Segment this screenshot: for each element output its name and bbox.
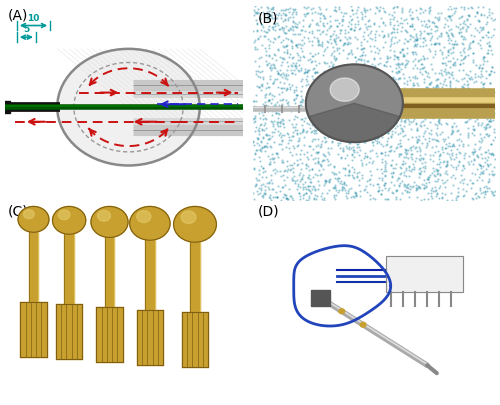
Bar	[190, 242, 200, 312]
Circle shape	[57, 49, 200, 166]
Bar	[145, 240, 154, 310]
Circle shape	[137, 211, 151, 222]
Circle shape	[24, 210, 34, 219]
Circle shape	[360, 322, 366, 327]
Circle shape	[18, 207, 49, 232]
Circle shape	[181, 211, 196, 224]
Bar	[105, 237, 114, 307]
Bar	[64, 234, 74, 304]
Circle shape	[174, 207, 216, 242]
Bar	[386, 256, 464, 292]
Circle shape	[339, 309, 344, 313]
Circle shape	[306, 64, 403, 142]
Bar	[182, 312, 208, 367]
Circle shape	[58, 210, 70, 220]
Bar	[386, 256, 464, 292]
Text: 10: 10	[28, 14, 40, 23]
Circle shape	[52, 207, 86, 234]
Circle shape	[130, 207, 170, 240]
Text: (C): (C)	[8, 205, 28, 218]
Bar	[28, 232, 38, 302]
Bar	[0, 101, 10, 113]
Text: (D): (D)	[258, 205, 279, 218]
Text: (B): (B)	[258, 12, 278, 26]
Bar	[310, 290, 330, 306]
Bar	[20, 302, 47, 357]
Text: (A): (A)	[8, 8, 28, 22]
Wedge shape	[309, 103, 400, 142]
Circle shape	[330, 78, 359, 101]
Bar	[96, 307, 123, 362]
Bar	[56, 304, 82, 359]
Circle shape	[98, 210, 110, 221]
Circle shape	[91, 207, 128, 237]
Text: 5: 5	[23, 25, 30, 34]
Bar	[136, 310, 163, 365]
